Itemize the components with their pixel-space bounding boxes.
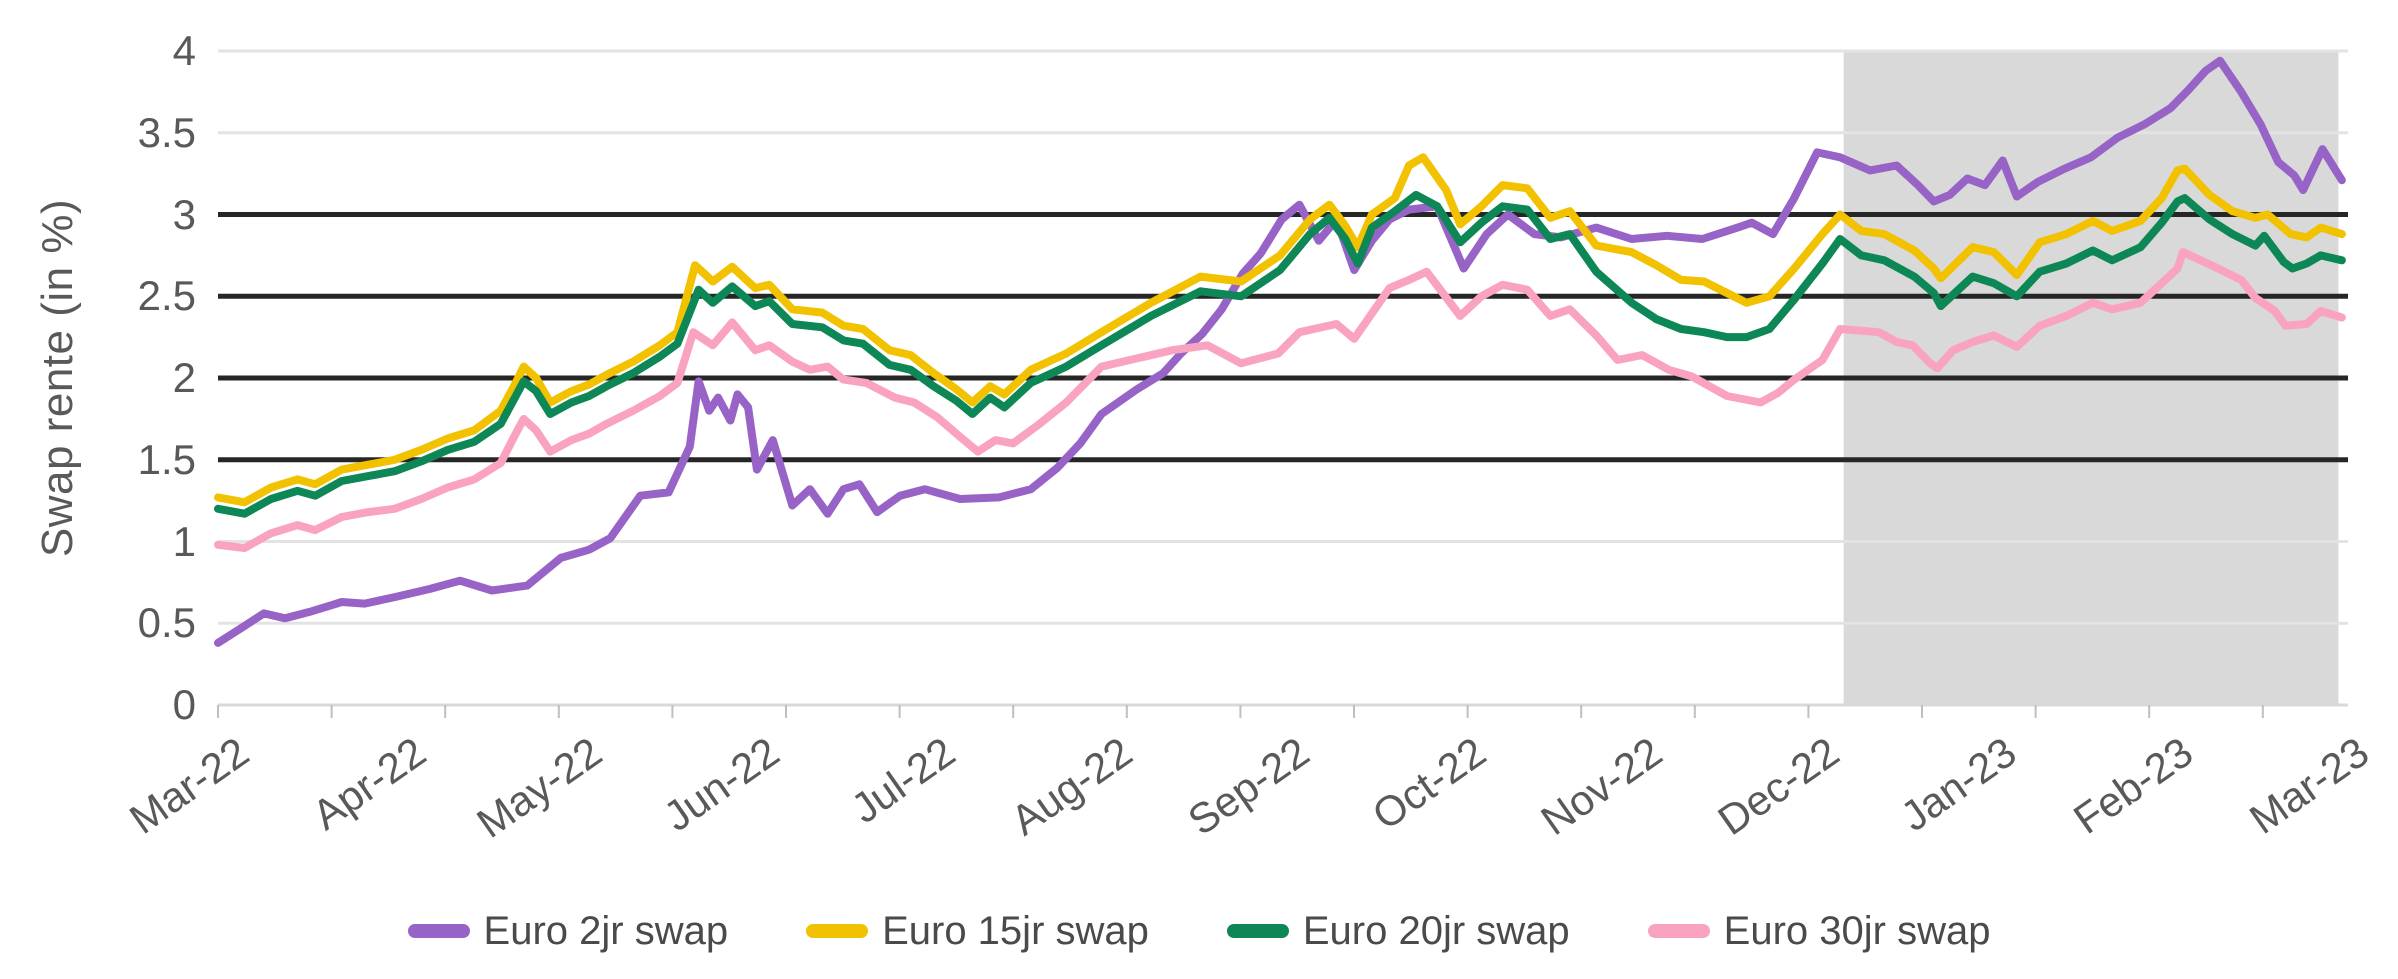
legend-swatch-icon — [806, 924, 869, 938]
legend-item-euro-15jr-swap: Euro 15jr swap — [806, 909, 1149, 954]
y-tick-label-2: 2 — [172, 354, 196, 401]
legend-label: Euro 20jr swap — [1302, 908, 1570, 953]
y-tick-label-2.5: 2.5 — [137, 272, 196, 320]
chart-legend: Euro 2jr swap Euro 15jr swap Euro 20jr swa… — [0, 896, 2398, 966]
legend-swatch-icon — [407, 924, 470, 938]
y-tick-label-0: 0 — [172, 681, 196, 728]
legend-item-euro-20jr-swap: Euro 20jr swap — [1226, 908, 1570, 954]
legend-item-euro-30jr-swap: Euro 30jr swap — [1647, 908, 1991, 954]
legend-label: Euro 15jr swap — [882, 908, 1149, 953]
legend-item-euro-2jr-swap: Euro 2jr swap — [407, 908, 729, 954]
legend-label: Euro 30jr swap — [1723, 908, 1991, 953]
series-line-euro-15jr-swap — [214, 153, 2346, 507]
y-tick-label-3: 3 — [172, 190, 196, 238]
y-tick-label-0.5: 0.5 — [137, 599, 196, 647]
series-line-euro-20jr-swap — [214, 190, 2346, 518]
legend-label: Euro 2jr swap — [483, 908, 729, 953]
series-line-euro-2jr-swap — [214, 56, 2346, 647]
legend-swatch-icon — [1647, 924, 1710, 938]
y-tick-label-1.5: 1.5 — [137, 435, 196, 483]
series-line-euro-30jr-swap — [214, 248, 2346, 552]
y-tick-label-3.5: 3.5 — [137, 108, 196, 156]
y-tick-label-1: 1 — [172, 517, 196, 565]
legend-swatch-icon — [1226, 924, 1289, 938]
y-tick-label-4: 4 — [172, 27, 196, 74]
